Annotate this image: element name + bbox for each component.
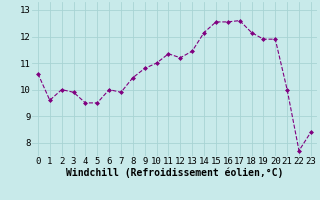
X-axis label: Windchill (Refroidissement éolien,°C): Windchill (Refroidissement éolien,°C) — [66, 168, 283, 178]
